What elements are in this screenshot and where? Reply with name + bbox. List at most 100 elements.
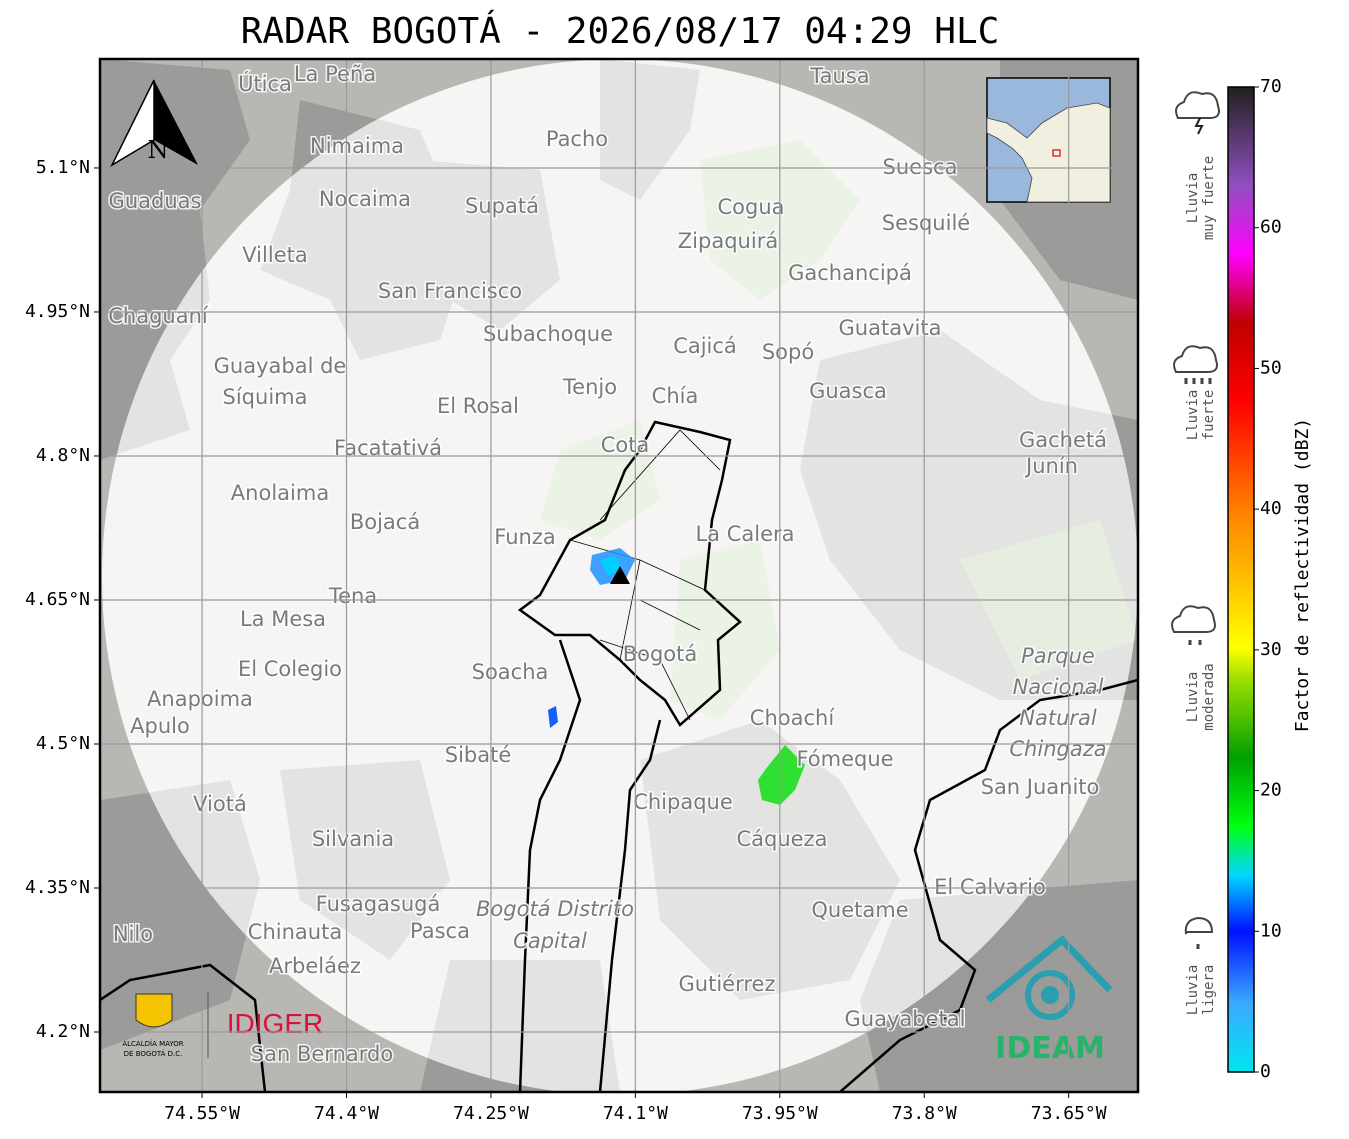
inset-map <box>986 77 1111 203</box>
place-label: Útica <box>238 71 292 96</box>
logo-ideam-text: IDEAM <box>995 1031 1105 1066</box>
colorbar-gradient <box>1227 86 1255 1073</box>
place-label: Anapoima <box>147 687 253 711</box>
place-label: La Peña <box>294 62 376 86</box>
place-label: San Francisco <box>378 279 522 303</box>
place-label: Subachoque <box>483 322 613 346</box>
y-tick-label: 4.65°N <box>25 589 90 610</box>
title: RADAR BOGOTÁ - 2026/08/17 04:29 HLC <box>241 10 1000 52</box>
place-label: Tausa <box>809 64 869 88</box>
place-label: Sopó <box>762 340 814 364</box>
place-label: La Mesa <box>240 607 326 631</box>
logo-text: DE BOGOTÁ D.C. <box>124 1049 183 1058</box>
place-label: Chaguaní <box>108 304 209 328</box>
y-tick-label: 4.5°N <box>36 733 90 754</box>
district-label: Bogotá Distrito <box>476 897 634 921</box>
rain-category: Lluvia <box>1185 672 1201 723</box>
place-label: Villeta <box>242 243 307 267</box>
y-tick-label: 4.8°N <box>36 445 90 466</box>
place-label: Guaduas <box>109 189 202 213</box>
park-label: Natural <box>1019 706 1097 730</box>
rain-category: Lluvia <box>1185 173 1201 224</box>
place-label: Guayabal de <box>214 354 347 378</box>
place-label: Chipaque <box>633 790 733 814</box>
place-label: Cogua <box>717 195 784 219</box>
place-label: La Calera <box>695 522 794 546</box>
place-label: Guayabetal <box>845 1007 966 1031</box>
colorbar: Factor de reflectividad (dBZ) 0 10 20 30 40 5… <box>1227 76 1313 1082</box>
place-label: Guatavita <box>839 316 942 340</box>
logo-idiger: IDIGER <box>227 1008 323 1039</box>
place-label: Arbeláez <box>269 954 361 978</box>
place-label: Viotá <box>193 792 247 816</box>
place-label: El Colegio <box>238 657 342 681</box>
place-label: Pacho <box>546 127 608 151</box>
place-label: Cajicá <box>673 334 737 358</box>
place-label: Nocaima <box>319 187 411 211</box>
x-tick-label: 73.65°W <box>1031 1103 1107 1124</box>
colorbar-label: Factor de reflectividad (dBZ) <box>1292 418 1313 732</box>
place-label: Sibaté <box>445 743 512 767</box>
place-label: Fusagasugá <box>316 892 441 916</box>
place-label: Pasca <box>410 919 470 943</box>
place-label: Junín <box>1024 454 1078 478</box>
place-label: Apulo <box>130 714 190 738</box>
place-label: Soacha <box>472 660 549 684</box>
rain-category: fuerte <box>1201 390 1217 441</box>
colorbar-tick-label: 30 <box>1260 639 1282 660</box>
place-label: Nilo <box>113 922 153 946</box>
place-label: Funza <box>494 525 555 549</box>
place-label: Chía <box>652 384 699 408</box>
x-tick-label: 74.25°W <box>453 1103 529 1124</box>
north-label: N <box>148 136 169 164</box>
park-label: Chingaza <box>1009 737 1106 761</box>
place-label: Cáqueza <box>737 827 828 851</box>
rain-category: Lluvia <box>1185 965 1201 1016</box>
place-label: Fómeque <box>796 747 893 771</box>
place-label: Silvania <box>312 827 394 851</box>
place-label: San Juanito <box>981 775 1100 799</box>
x-tick-label: 73.8°W <box>892 1103 957 1124</box>
y-tick-label: 4.2°N <box>36 1021 90 1042</box>
place-label: Cota <box>601 433 650 457</box>
rain-category: muy fuerte <box>1201 156 1217 240</box>
logo-ideam: IDEAM <box>985 935 1113 1066</box>
place-label: Nimaima <box>310 134 404 158</box>
park-label: Parque <box>1021 644 1095 668</box>
place-label: Tena <box>328 584 377 608</box>
place-label: Gutiérrez <box>679 972 776 996</box>
colorbar-tick-label: 20 <box>1260 780 1282 801</box>
logo-text: ALCALDÍA MAYOR <box>122 1039 183 1048</box>
rain-category: Lluvia <box>1185 390 1201 441</box>
place-label: Tenjo <box>562 375 617 399</box>
place-label: Bogotá <box>623 642 698 666</box>
y-tick-label: 4.95°N <box>25 301 90 322</box>
rain-icons <box>1171 91 1220 949</box>
colorbar-tick-label: 0 <box>1260 1061 1271 1082</box>
colorbar-tick-label: 60 <box>1260 217 1282 238</box>
colorbar-tick-label: 50 <box>1260 357 1282 378</box>
rain-category: moderada <box>1201 663 1217 730</box>
place-label: Guasca <box>809 379 887 403</box>
grid <box>100 59 1138 1092</box>
north-arrow: N <box>110 79 198 167</box>
place-label: Anolaima <box>231 481 329 505</box>
place-label: Gachancipá <box>788 261 912 285</box>
park-label: Nacional <box>1013 675 1104 699</box>
place-label: Sesquilé <box>882 211 970 235</box>
y-tick-label: 5.1°N <box>36 157 90 178</box>
place-label: Quetame <box>811 898 908 922</box>
x-tick-label: 74.1°W <box>603 1103 668 1124</box>
place-label: El Rosal <box>437 394 519 418</box>
x-tick-label: 73.95°W <box>742 1103 818 1124</box>
place-label: Chinauta <box>248 920 342 944</box>
place-label: San Bernardo <box>251 1042 393 1066</box>
place-label: Síquima <box>223 385 308 409</box>
district-label: Capital <box>513 929 587 953</box>
place-label: Gachetá <box>1019 428 1107 452</box>
localities <box>555 429 721 721</box>
place-label: Choachí <box>750 706 836 730</box>
